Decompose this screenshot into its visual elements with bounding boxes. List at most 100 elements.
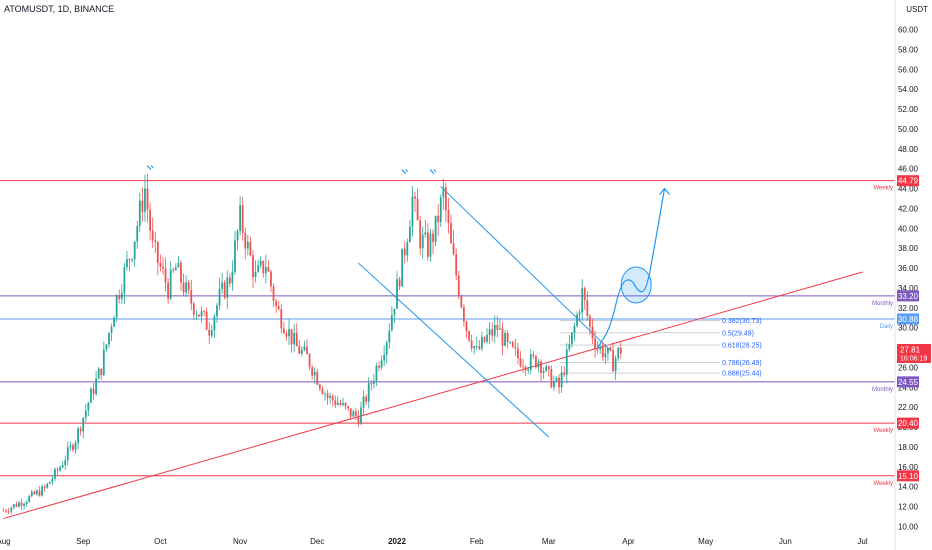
price-tag: [897, 376, 919, 388]
candle-body: [612, 350, 614, 372]
x-tick-label: 2022: [388, 537, 406, 546]
candle-body: [236, 230, 239, 241]
channel-upper-line: [440, 186, 611, 351]
candle-body: [365, 396, 368, 402]
x-tick-label: Apr: [622, 537, 635, 546]
candle-body: [344, 402, 347, 407]
candle-body: [185, 282, 188, 293]
candle-body: [475, 346, 478, 347]
candle-body: [100, 368, 103, 376]
candle-body: [506, 333, 509, 343]
y-tick-label: 10.00: [898, 523, 919, 532]
candle-body: [254, 271, 257, 278]
candle-body: [411, 196, 414, 227]
price-tag: [897, 313, 919, 325]
y-tick-label: 22.00: [898, 403, 919, 412]
candle-body: [432, 233, 434, 242]
candle-body: [257, 265, 260, 272]
candle-body: [118, 295, 121, 299]
candle-body: [550, 369, 553, 388]
candle-body: [56, 469, 59, 471]
candle-body: [378, 365, 380, 368]
candle-body: [136, 226, 139, 242]
x-tick-label: Mar: [542, 537, 556, 546]
candle-body: [110, 326, 113, 333]
candle-body: [203, 311, 206, 313]
price-tag-label: 33.20: [898, 292, 919, 301]
candle-body: [514, 346, 517, 349]
candle-body: [228, 277, 231, 284]
candle-body: [113, 317, 115, 327]
candle-body: [339, 402, 342, 405]
candle-body: [72, 445, 74, 450]
candle-body: [84, 410, 87, 418]
candle-body: [23, 503, 25, 506]
candle-body: [195, 314, 198, 316]
candle-body: [246, 241, 249, 249]
price-tag-label: 30.88: [898, 315, 919, 324]
projection: [597, 187, 670, 348]
candle-body: [426, 232, 429, 257]
candle-body: [311, 367, 314, 376]
candle-body: [82, 417, 85, 432]
candle-body: [450, 223, 452, 244]
candle-body: [393, 308, 396, 316]
candle-body: [465, 321, 468, 332]
x-tick-label: Jun: [779, 537, 792, 546]
candle-body: [249, 241, 252, 256]
candle-body: [375, 365, 378, 381]
chart-title: ATOMUSDT, 1D, BINANCE: [4, 4, 115, 14]
candle-body: [589, 315, 591, 327]
price-tags: 44.79 33.20 30.88 24.55 20.40 15.10 27.8116:06…: [897, 175, 931, 482]
candle-body: [200, 311, 203, 317]
candle-body: [123, 267, 126, 294]
candle-body: [105, 344, 108, 350]
candle-body: [532, 354, 535, 357]
candle-body: [537, 361, 540, 368]
candle-body: [41, 486, 43, 496]
candle-body: [522, 366, 524, 368]
candle-body: [372, 380, 375, 384]
candle-body: [390, 315, 393, 331]
candle-body: [398, 279, 401, 287]
candle-body: [347, 406, 350, 409]
price-tag-label: 15.10: [898, 472, 919, 481]
candle-body: [455, 254, 458, 276]
candle-body: [553, 381, 555, 388]
candle-body: [25, 501, 28, 504]
candle-body: [213, 316, 216, 331]
marker-icon: [146, 165, 154, 171]
candle-body: [501, 328, 504, 346]
candle-body: [277, 306, 280, 310]
candle-body: [90, 388, 92, 403]
x-tick-label: Jul: [857, 537, 867, 546]
candle-body: [293, 332, 296, 345]
candle-body: [300, 350, 303, 354]
candle-body: [234, 240, 236, 272]
candles: [2, 165, 622, 515]
candle-body: [571, 332, 573, 345]
candle-body: [264, 266, 267, 274]
candle-body: [54, 469, 56, 479]
candle-body: [177, 262, 180, 268]
candle-body: [498, 328, 501, 330]
candle-body: [259, 260, 262, 266]
candle-body: [226, 277, 229, 298]
level-label: Weekly: [873, 428, 893, 434]
candle-body: [599, 346, 602, 350]
candle-body: [51, 478, 54, 482]
fib-label: 0.382(30.73): [722, 318, 762, 325]
candle-body: [563, 372, 566, 375]
candle-body: [486, 334, 488, 342]
candle-body: [2, 510, 5, 512]
candle-body: [102, 349, 105, 376]
candle-body: [581, 288, 584, 313]
y-tick-label: 26.00: [898, 363, 919, 372]
candle-body: [59, 467, 61, 471]
y-tick-label: 48.00: [898, 145, 919, 154]
candle-body: [182, 282, 185, 293]
candle-body: [329, 395, 332, 398]
candle-body: [252, 255, 254, 278]
candle-body: [187, 282, 190, 291]
